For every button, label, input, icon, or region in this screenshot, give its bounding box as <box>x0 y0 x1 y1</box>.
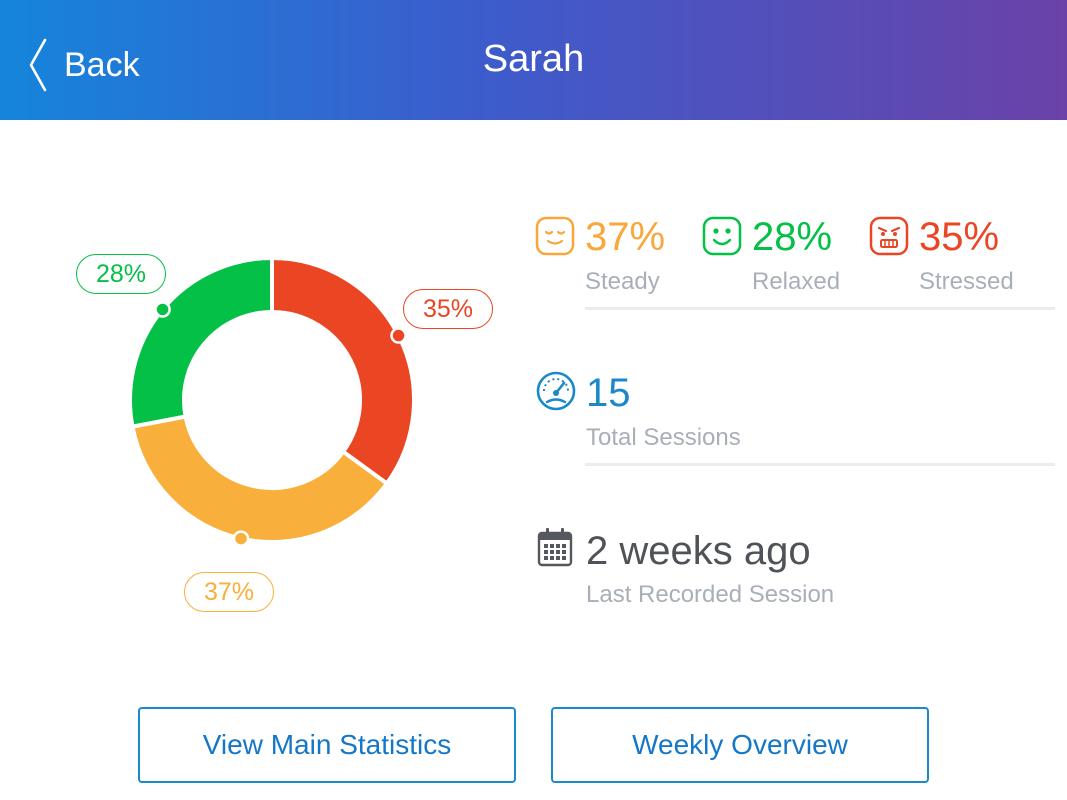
donut-slice-stressed <box>270 255 416 487</box>
header-bar: Back Sarah <box>0 0 1067 120</box>
total-sessions-value: 15 <box>586 371 631 415</box>
divider <box>585 463 1055 466</box>
calm-face-icon <box>535 216 575 256</box>
chart-label-stressed: 35% <box>403 289 493 329</box>
chart-label-steady: 37% <box>184 572 274 612</box>
weekly-overview-button[interactable]: Weekly Overview <box>551 707 929 783</box>
donut-marker-relaxed <box>154 301 171 318</box>
donut-marker-steady <box>232 530 250 547</box>
view-main-statistics-button[interactable]: View Main Statistics <box>138 707 516 783</box>
last-session-label: Last Recorded Session <box>586 581 835 608</box>
angry-face-icon <box>869 216 909 256</box>
back-button[interactable]: Back <box>26 36 140 94</box>
donut-slice-steady <box>130 414 390 544</box>
calendar-icon <box>537 528 573 567</box>
mood-summary: 37% Steady 28% Relaxed 35% Stressed <box>535 212 1055 310</box>
speedometer-icon <box>536 371 576 411</box>
stressed-percent: 35% <box>919 215 1000 259</box>
steady-percent: 37% <box>585 215 666 259</box>
stressed-label: Stressed <box>919 268 1014 295</box>
divider <box>585 307 1055 310</box>
relaxed-label: Relaxed <box>752 268 841 295</box>
smile-face-icon <box>702 216 742 256</box>
steady-label: Steady <box>585 268 660 295</box>
chart-label-relaxed: 28% <box>76 254 166 294</box>
donut-marker-stressed <box>390 327 407 344</box>
chevron-left-icon <box>29 38 47 92</box>
total-sessions-label: Total Sessions <box>586 424 741 451</box>
relaxed-percent: 28% <box>752 215 833 259</box>
back-label: Back <box>64 45 140 84</box>
page-title: Sarah <box>482 38 585 80</box>
donut-slice-relaxed <box>128 255 274 429</box>
mood-donut-chart <box>128 255 416 547</box>
last-session-value: 2 weeks ago <box>586 529 811 573</box>
